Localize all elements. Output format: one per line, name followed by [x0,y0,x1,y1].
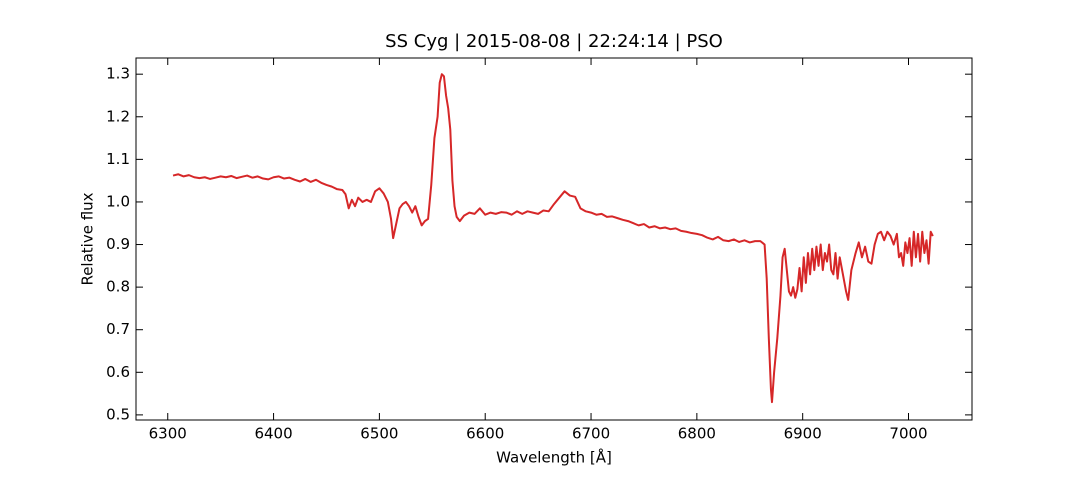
y-tick-label: 1.3 [106,65,130,83]
x-tick-label: 7000 [889,425,927,443]
y-tick-label: 0.8 [106,278,130,296]
x-tick-label: 6600 [466,425,504,443]
x-tick-label: 6400 [254,425,292,443]
y-tick-label: 0.9 [106,235,130,253]
y-axis-label: Relative flux [79,192,97,285]
x-tick-label: 6700 [572,425,610,443]
x-tick-label: 6900 [784,425,822,443]
plot-frame [135,57,973,421]
y-tick-label: 0.7 [106,320,130,338]
x-tick-label: 6300 [149,425,187,443]
y-tick-label: 1.1 [106,150,130,168]
x-axis-label: Wavelength [Å] [496,448,612,467]
y-tick-label: 1.2 [106,107,130,125]
y-tick-label: 0.6 [106,363,130,381]
x-tick-label: 6500 [360,425,398,443]
chart-title: SS Cyg | 2015-08-08 | 22:24:14 | PSO [385,31,723,52]
y-tick-label: 1.0 [106,192,130,210]
y-tick-label: 0.5 [106,405,130,423]
spectrum-line [172,73,934,404]
x-tick-label: 6800 [678,425,716,443]
